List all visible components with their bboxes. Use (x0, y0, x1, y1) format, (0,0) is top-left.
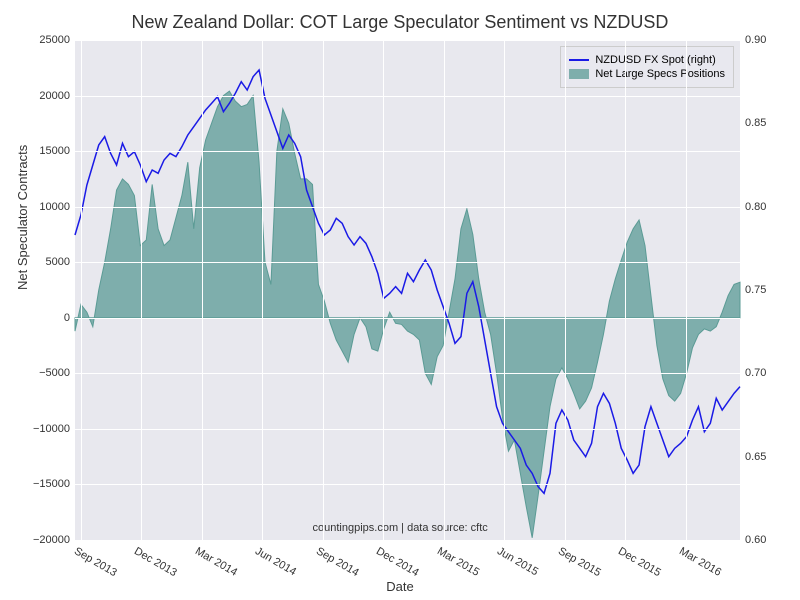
x-tick: Mar 2014 (193, 540, 242, 579)
y-tick: 15000 (39, 145, 75, 157)
source-label: countingpips.com | data source: cftc (313, 522, 488, 534)
y-tick: 25000 (39, 34, 75, 46)
y2-tick: 0.65 (740, 451, 766, 463)
y-axis-label: Net Speculator Contracts (15, 145, 30, 290)
y-tick: 5000 (46, 256, 75, 268)
legend-swatch (569, 69, 589, 79)
legend-swatch (569, 59, 589, 61)
y2-tick: 0.80 (740, 201, 766, 213)
y2-tick: 0.75 (740, 284, 766, 296)
x-tick: Mar 2016 (677, 540, 726, 579)
y2-tick: 0.90 (740, 34, 766, 46)
legend-label: Net Large Specs Positions (595, 68, 725, 80)
y-tick: 20000 (39, 90, 75, 102)
y-tick: −5000 (39, 367, 75, 379)
legend-item: NZDUSD FX Spot (right) (569, 54, 725, 66)
x-tick: Dec 2013 (132, 540, 182, 579)
y2-tick: 0.85 (740, 117, 766, 129)
chart-container: New Zealand Dollar: COT Large Speculator… (0, 0, 800, 600)
chart-svg (75, 40, 740, 540)
x-tick: Jun 2014 (253, 540, 301, 578)
x-tick: Jun 2015 (495, 540, 543, 578)
x-tick: Sep 2014 (314, 540, 364, 579)
x-tick: Dec 2014 (374, 540, 424, 579)
x-tick: Sep 2015 (556, 540, 606, 579)
x-axis-label: Date (0, 579, 800, 594)
chart-title: New Zealand Dollar: COT Large Speculator… (0, 12, 800, 33)
x-tick: Sep 2013 (72, 540, 122, 579)
legend-label: NZDUSD FX Spot (right) (595, 54, 715, 66)
y-tick: −10000 (33, 423, 75, 435)
y2-tick: 0.70 (740, 367, 766, 379)
y2-tick: 0.60 (740, 534, 766, 546)
plot-area: NZDUSD FX Spot (right) Net Large Specs Po… (75, 40, 740, 540)
y-tick: 10000 (39, 201, 75, 213)
y-tick: −15000 (33, 478, 75, 490)
y-tick: 0 (64, 312, 75, 324)
x-tick: Mar 2015 (435, 540, 484, 579)
area-series (75, 91, 740, 538)
y-tick: −20000 (33, 534, 75, 546)
legend: NZDUSD FX Spot (right) Net Large Specs Po… (560, 46, 734, 88)
legend-item: Net Large Specs Positions (569, 68, 725, 80)
x-tick: Dec 2015 (616, 540, 666, 579)
